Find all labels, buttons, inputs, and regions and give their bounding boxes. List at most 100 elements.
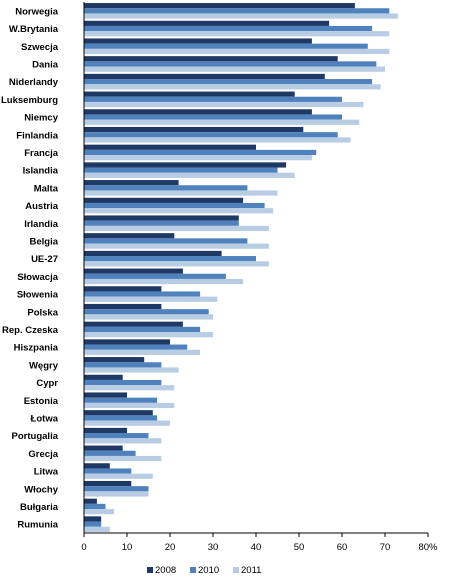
legend-swatch-2008 [147,567,153,573]
bar-2008-13 [84,233,175,239]
bar-2010-9 [84,167,278,173]
bar-2011-28 [84,509,115,515]
bar-2008-25 [84,445,123,451]
bar-2011-9 [84,172,295,178]
bar-2011-23 [84,420,170,426]
bar-2011-8 [84,155,312,161]
bar-2010-25 [84,450,136,456]
x-tick-label: 40 [251,542,262,553]
bar-2008-11 [84,197,244,203]
bar-2010-22 [84,397,158,403]
category-label: Austria [25,201,58,212]
bar-2010-17 [84,309,209,315]
bar-2011-0 [84,13,398,19]
bar-2011-4 [84,84,381,90]
bar-2011-7 [84,137,351,143]
bar-2008-29 [84,516,102,522]
bar-2008-16 [84,286,162,292]
category-label: Finlandia [16,130,58,141]
legend-label-2008: 2008 [155,565,176,576]
bar-2011-22 [84,402,175,409]
bar-2010-0 [84,8,390,14]
bar-2008-22 [84,392,127,398]
bar-2008-3 [84,56,338,62]
bar-2010-19 [84,344,188,350]
category-label: Malta [34,183,59,194]
x-tick-label: 80% [418,542,438,553]
category-labels-group: Norwegia W.Brytania Szwecja Dania Niderlandy… [1,6,59,530]
category-label: Norwegia [15,6,58,17]
x-tick-label: 0 [81,542,86,553]
bar-2010-2 [84,43,368,49]
legend-label-2011: 2011 [241,565,261,576]
category-label: Polska [27,307,58,318]
bar-2008-6 [84,109,312,115]
bar-2011-29 [84,526,110,532]
bar-2011-18 [84,332,213,338]
bar-2010-24 [84,433,149,439]
bar-2010-12 [84,220,239,226]
category-label: Szwecja [21,42,59,53]
bar-2011-24 [84,438,162,444]
bar-2011-12 [84,225,269,232]
bar-2010-18 [84,326,201,333]
category-label: Belgia [29,236,58,247]
bar-2010-14 [84,256,256,262]
category-label: Cypr [36,378,58,389]
bar-2008-12 [84,215,239,221]
bar-2011-17 [84,314,213,320]
x-tick-label: 10 [122,542,133,553]
bar-2010-5 [84,96,342,102]
bar-2011-16 [84,296,218,302]
x-tick-label: 60 [337,542,348,553]
x-tick-label: 30 [208,542,219,553]
category-label: Estonia [24,396,59,407]
bar-2011-26 [84,473,153,479]
category-label: Włochy [24,484,58,495]
bar-2011-13 [84,243,269,249]
category-label: Słowenia [17,290,59,301]
category-label: Bułgaria [20,502,59,513]
bar-2010-1 [84,25,373,32]
bar-2010-4 [84,79,373,85]
bar-2008-19 [84,339,170,345]
category-label: Litwa [34,467,59,478]
legend-swatch-2010 [190,567,196,573]
bars-group [84,3,398,532]
category-label: Niemcy [24,113,59,124]
bar-2011-25 [84,455,162,462]
category-label: Luksemburg [1,95,58,106]
category-label: Portugalia [12,431,59,442]
bar-2011-15 [84,278,244,285]
bar-2011-11 [84,208,274,214]
bar-2011-2 [84,48,390,55]
category-label: UE-27 [31,254,58,265]
category-label: Islandia [23,166,59,177]
category-label: Hiszpania [14,343,59,354]
category-label: Łotwa [31,413,59,424]
bar-2011-27 [84,491,149,497]
category-label: Węgry [29,360,59,371]
bar-2008-7 [84,126,304,133]
bar-2008-23 [84,410,153,416]
bar-2011-10 [84,190,278,196]
bar-2008-10 [84,180,179,186]
bar-2010-11 [84,202,265,209]
bar-2008-18 [84,321,183,327]
bar-2010-3 [84,61,377,67]
bar-2010-29 [84,521,102,527]
x-tick-label: 70 [380,542,391,553]
x-tick-label: 20 [165,542,176,553]
bar-2011-21 [84,385,175,391]
bar-2010-10 [84,185,248,191]
bar-2011-5 [84,101,364,108]
legend-swatch-2011 [233,567,239,573]
bar-2010-7 [84,132,338,138]
bar-2010-15 [84,273,226,279]
category-label: W.Brytania [9,24,59,35]
legend: 2008 2010 2011 [147,565,261,576]
bar-2008-2 [84,38,312,44]
bar-2011-3 [84,66,385,72]
